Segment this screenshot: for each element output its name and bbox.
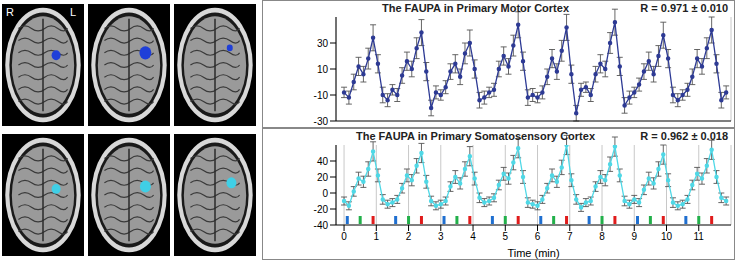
html-text:R = 0.971 ± 0.010: R = 0.971 ± 0.010 (640, 2, 728, 14)
svg-text:10: 10 (317, 64, 329, 75)
svg-text:9: 9 (631, 231, 637, 242)
svg-text:L: L (70, 6, 76, 18)
html-text:R = 0.962 ± 0.018: R = 0.962 ± 0.018 (640, 130, 728, 142)
svg-text:1: 1 (374, 231, 380, 242)
svg-text:5: 5 (503, 231, 509, 242)
svg-text:6: 6 (535, 231, 541, 242)
svg-text:0: 0 (322, 188, 328, 199)
svg-text:30: 30 (317, 38, 329, 49)
html-text:The FAUPA in Primary Motor Cor: The FAUPA in Primary Motor Cortex (382, 2, 569, 14)
svg-text:20: 20 (317, 172, 329, 183)
svg-text:2: 2 (406, 231, 412, 242)
svg-text:0: 0 (341, 231, 347, 242)
svg-text:7: 7 (567, 231, 573, 242)
svg-text:-20: -20 (314, 204, 329, 215)
svg-text:8: 8 (599, 231, 605, 242)
svg-text:11: 11 (694, 231, 705, 242)
svg-text:R: R (6, 6, 14, 18)
svg-text:-10: -10 (314, 90, 329, 101)
svg-text:Time (min): Time (min) (507, 247, 559, 259)
svg-text:3: 3 (438, 231, 444, 242)
svg-text:4: 4 (470, 231, 476, 242)
svg-text:10: 10 (661, 231, 673, 242)
svg-text:-40: -40 (314, 220, 329, 231)
svg-text:40: 40 (317, 156, 329, 167)
html-text:The FAUPA in Primary Somatosen: The FAUPA in Primary Somatosensory Corte… (356, 130, 595, 142)
svg-text:-30: -30 (314, 116, 329, 127)
